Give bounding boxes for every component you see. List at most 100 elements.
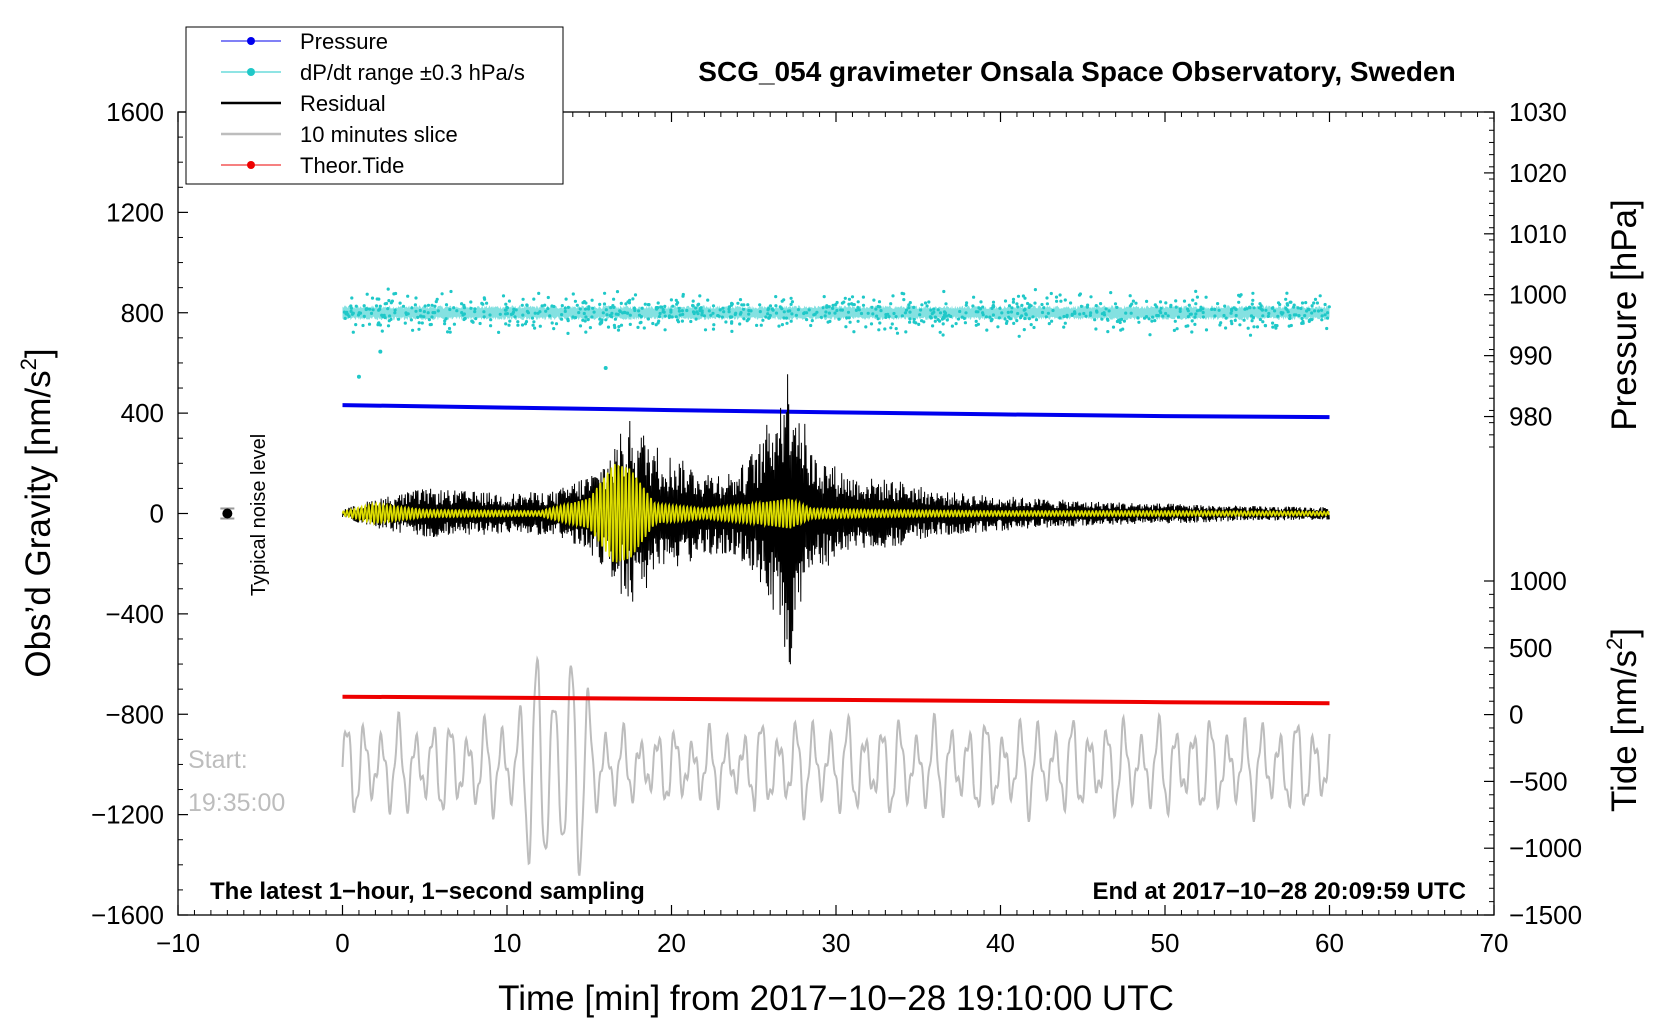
dpdt-point	[991, 304, 995, 308]
dpdt-point	[944, 302, 948, 306]
dpdt-point	[777, 324, 781, 328]
dpdt-point	[724, 320, 728, 324]
dpdt-point	[1204, 328, 1209, 332]
dpdt-point	[884, 315, 888, 319]
dpdt-point	[1184, 324, 1188, 328]
dpdt-point	[365, 307, 370, 311]
dpdt-point	[428, 323, 432, 327]
dpdt-point	[401, 304, 406, 308]
dpdt-point	[626, 311, 630, 315]
dpdt-point	[386, 287, 390, 291]
tide-series	[342, 694, 1330, 706]
dpdt-point	[460, 302, 464, 306]
dpdt-point	[1063, 321, 1067, 325]
residual-series	[342, 374, 1330, 665]
dpdt-point	[827, 311, 832, 315]
dpdt-point	[1104, 307, 1108, 311]
dpdt-point	[433, 311, 437, 315]
dpdt-point	[1145, 299, 1149, 303]
dpdt-point	[426, 311, 430, 315]
gravity-tick-label: 400	[121, 398, 164, 428]
dpdt-point	[733, 312, 737, 317]
dpdt-point	[601, 311, 605, 315]
dpdt-point	[764, 315, 768, 319]
dpdt-point	[538, 324, 542, 328]
dpdt-point	[1151, 315, 1155, 319]
dpdt-point	[918, 313, 922, 317]
dpdt-point	[1023, 296, 1027, 300]
dpdt-point	[1106, 330, 1110, 334]
dpdt-point	[680, 309, 685, 313]
dpdt-point	[823, 314, 827, 318]
dpdt-point	[1303, 314, 1307, 318]
dpdt-point	[533, 311, 537, 315]
dpdt-outlier	[356, 374, 361, 379]
dpdt-point	[827, 305, 831, 309]
dpdt-point	[711, 304, 716, 308]
tide-tick-label: 500	[1509, 633, 1552, 663]
dpdt-point	[1217, 308, 1221, 312]
dpdt-point	[1016, 305, 1020, 309]
dpdt-point	[474, 317, 478, 321]
dpdt-point	[903, 311, 908, 315]
dpdt-point	[610, 315, 614, 319]
legend-label: Theor.Tide	[300, 153, 404, 178]
dpdt-point	[945, 318, 949, 322]
dpdt-point	[900, 314, 905, 318]
dpdt-point	[583, 319, 587, 323]
tide-tick-label: −1500	[1509, 900, 1582, 930]
dpdt-point	[807, 308, 811, 312]
dpdt-point	[521, 297, 525, 301]
dpdt-point	[856, 319, 860, 323]
dpdt-point	[774, 304, 778, 308]
dpdt-point	[1195, 295, 1199, 299]
dpdt-point	[1169, 305, 1173, 309]
dpdt-point	[912, 317, 916, 321]
dpdt-point	[590, 298, 594, 302]
dpdt-point	[956, 317, 961, 321]
dpdt-point	[1193, 322, 1197, 326]
dpdt-point	[1111, 325, 1116, 329]
dpdt-point	[831, 303, 835, 307]
dpdt-point	[606, 325, 611, 329]
dpdt-point	[469, 300, 473, 304]
dpdt-point	[351, 330, 355, 334]
dpdt-point	[699, 306, 703, 310]
dpdt-point	[617, 325, 621, 329]
dpdt-point	[430, 303, 434, 307]
y-axis-label-tide: Tide [nm/s2]	[1602, 628, 1644, 812]
dpdt-point	[422, 315, 426, 319]
dpdt-point	[1016, 294, 1021, 298]
dpdt-point	[1161, 314, 1165, 318]
dpdt-point	[1005, 319, 1009, 323]
dpdt-point	[1193, 315, 1197, 319]
dpdt-point	[380, 329, 384, 333]
dpdt-point	[460, 311, 464, 315]
dpdt-point	[590, 315, 594, 319]
dpdt-point	[1289, 323, 1293, 328]
dpdt-point	[1095, 310, 1099, 314]
dpdt-point	[1248, 333, 1253, 337]
dpdt-point	[1230, 307, 1234, 312]
dpdt-point	[721, 306, 725, 310]
dpdt-point	[430, 315, 434, 319]
dpdt-point	[1288, 300, 1292, 304]
dpdt-point	[657, 315, 662, 319]
pressure-series	[342, 403, 1330, 420]
dpdt-point	[669, 308, 673, 312]
dpdt-point	[789, 296, 793, 300]
dpdt-point	[656, 301, 660, 305]
dpdt-point	[894, 315, 898, 319]
dpdt-point	[1062, 325, 1066, 329]
dpdt-point	[989, 319, 993, 323]
dpdt-point	[839, 308, 843, 312]
dpdt-point	[619, 323, 624, 327]
dpdt-point	[718, 308, 722, 312]
dpdt-point	[927, 300, 931, 304]
dpdt-point	[578, 307, 582, 311]
dpdt-point	[544, 309, 548, 313]
dpdt-point	[1194, 312, 1198, 316]
dpdt-point	[950, 324, 955, 328]
x-tick-label: 70	[1480, 928, 1509, 958]
dpdt-point	[685, 308, 689, 313]
